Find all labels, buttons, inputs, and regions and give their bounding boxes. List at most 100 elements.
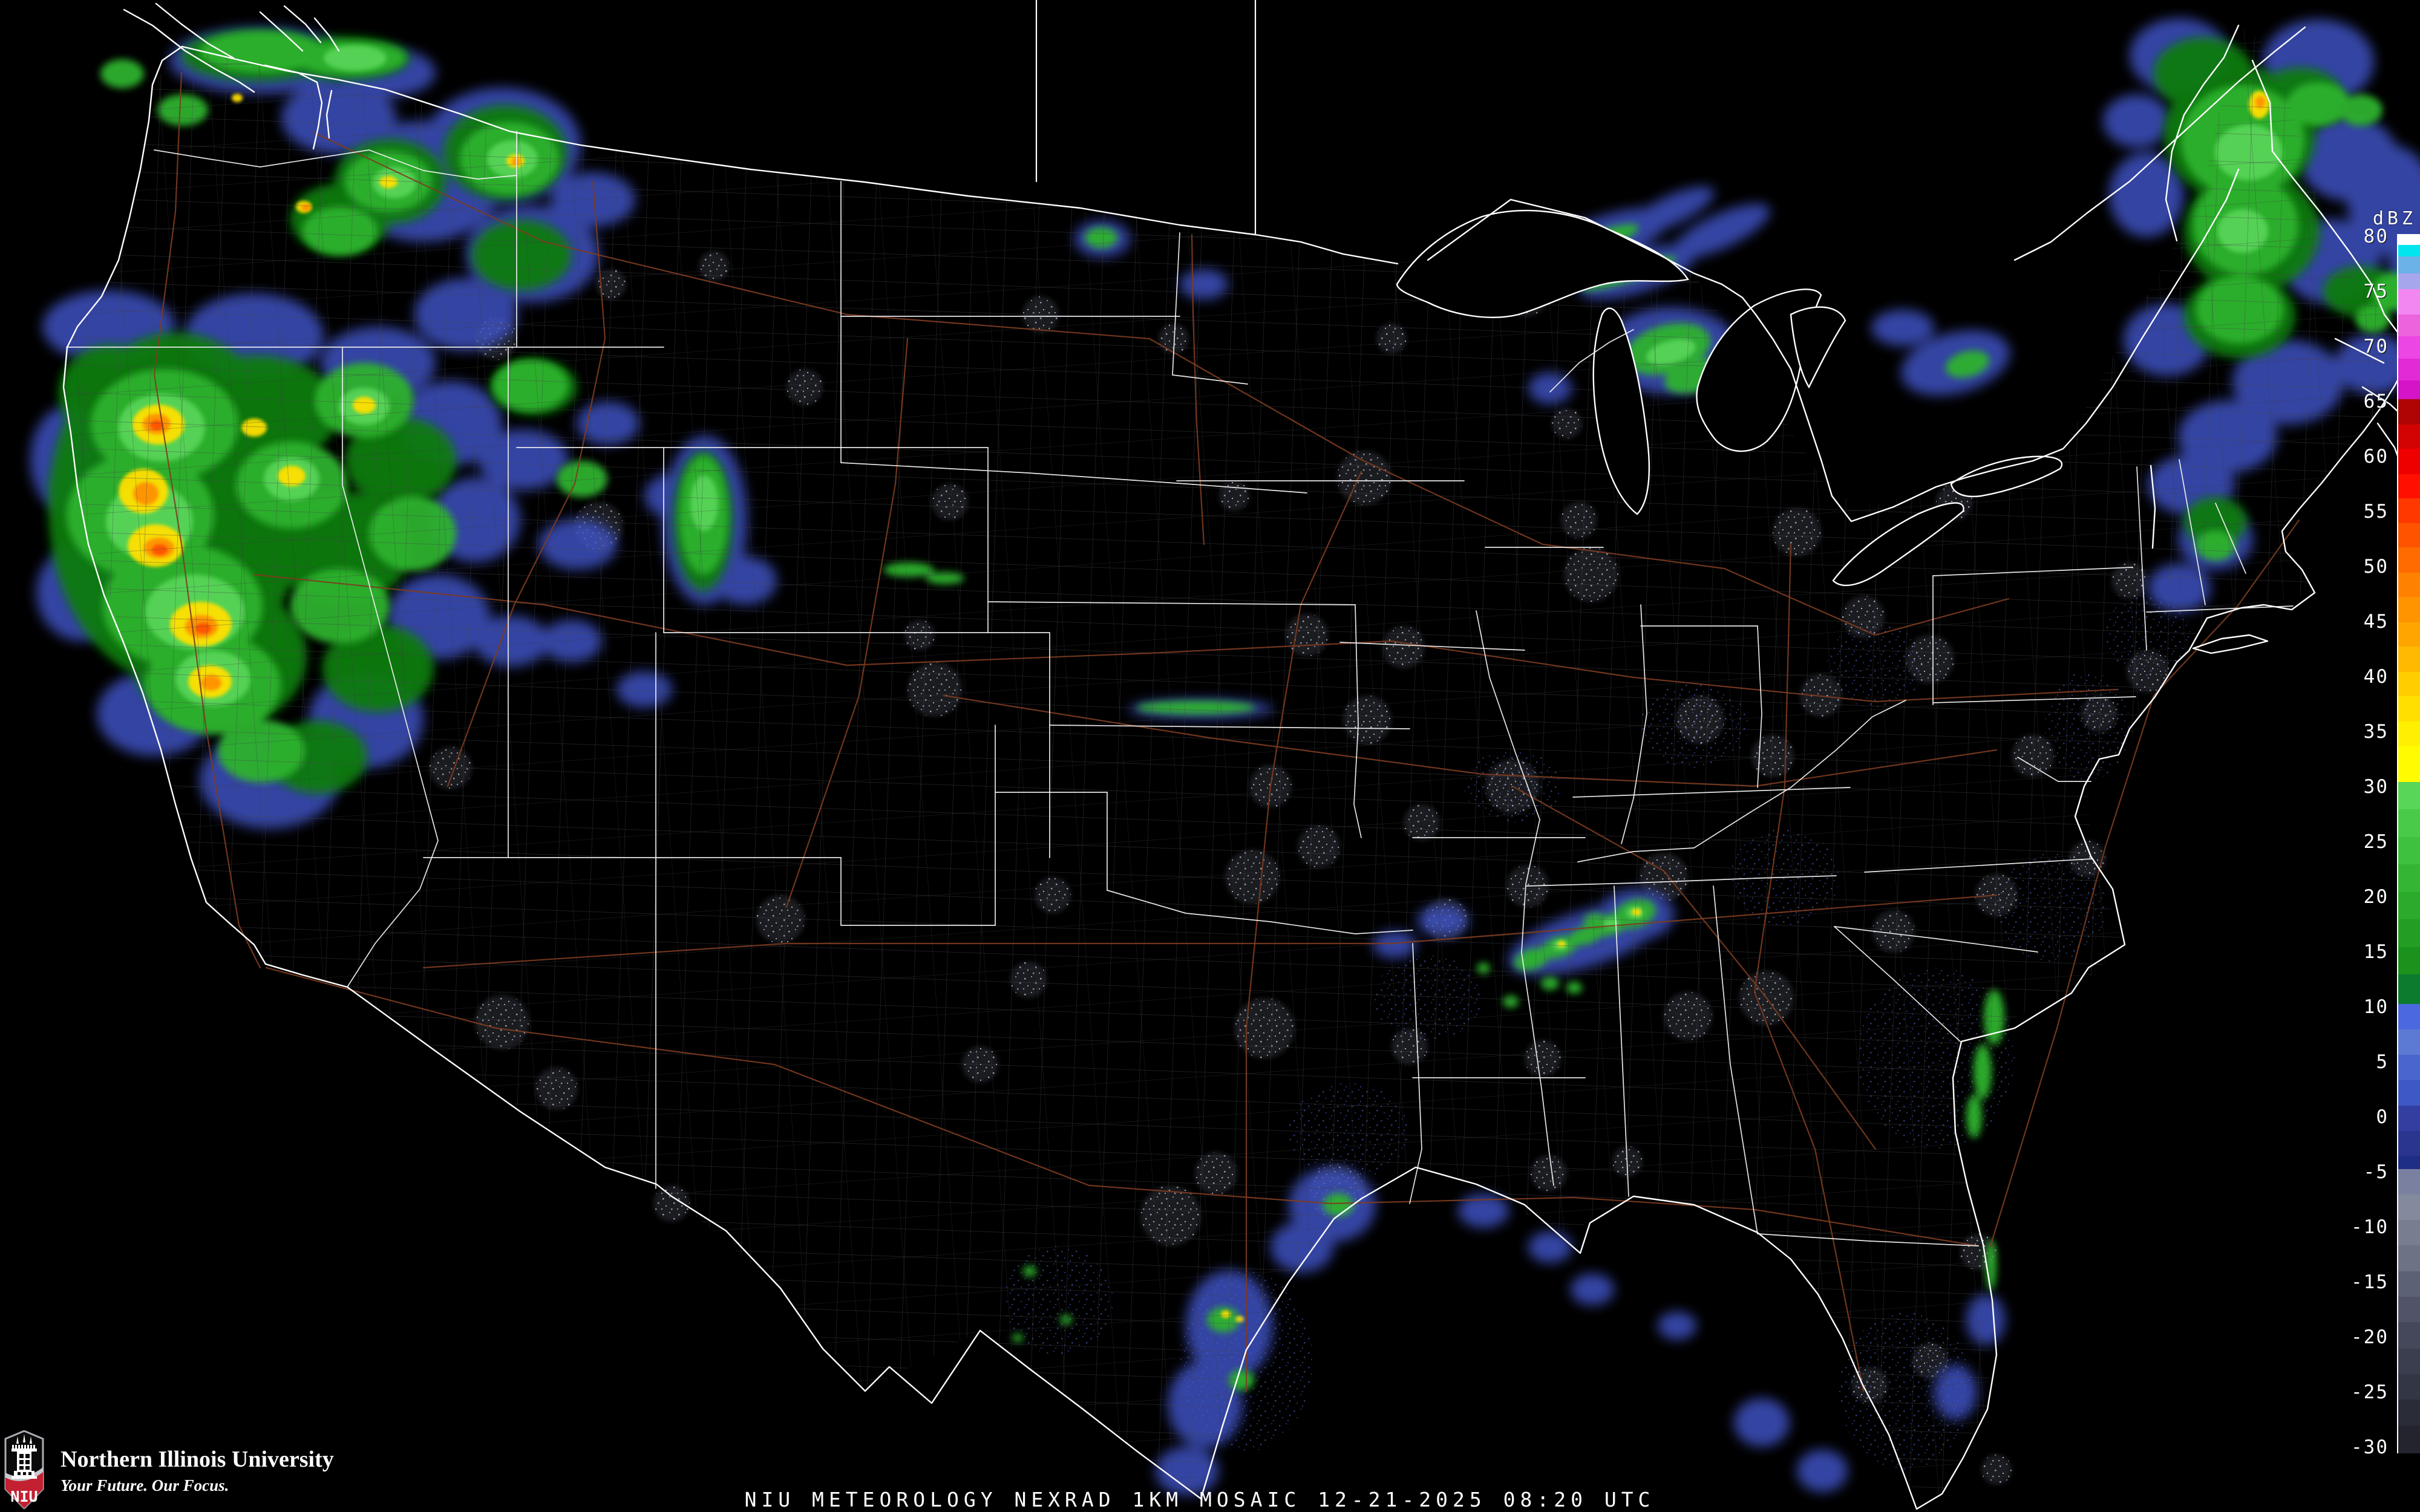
map-line bbox=[1549, 329, 1634, 393]
colorbar-tick-label: 60 bbox=[2363, 446, 2389, 468]
colorbar-tick-label: -15 bbox=[2351, 1271, 2389, 1293]
shield-red-field bbox=[5, 1471, 43, 1508]
colorbar-tick-label: 25 bbox=[2363, 831, 2389, 853]
colorbar-segment bbox=[2398, 597, 2420, 623]
echo-blob bbox=[1966, 1095, 1982, 1138]
clutter-speckle bbox=[1981, 1455, 2012, 1485]
map-line bbox=[1339, 642, 1525, 651]
lake bbox=[1950, 455, 2063, 498]
colorbar-segment bbox=[2398, 947, 2420, 975]
map-line bbox=[1525, 875, 1837, 887]
map-line bbox=[1409, 943, 1422, 1204]
map-line bbox=[259, 11, 304, 52]
colorbar-segment bbox=[2398, 314, 2420, 337]
map-line bbox=[1476, 610, 1554, 1186]
map-line bbox=[2192, 634, 2269, 654]
colorbar-segment bbox=[2398, 573, 2420, 598]
map-line bbox=[1932, 696, 2136, 703]
lake bbox=[1790, 306, 1846, 389]
state-borders bbox=[66, 131, 2294, 1246]
colorbar-segment bbox=[2398, 622, 2420, 647]
colorbar-segment bbox=[2398, 864, 2420, 892]
colorbar-tick-label: 15 bbox=[2363, 941, 2389, 963]
echo-blob bbox=[2339, 94, 2382, 126]
map-line bbox=[313, 132, 2010, 636]
colorbar-tick-label: 0 bbox=[2376, 1106, 2389, 1129]
colorbar-tick-label: 55 bbox=[2363, 501, 2389, 523]
colorbar-segment bbox=[2398, 836, 2420, 865]
colorbar-segment bbox=[2398, 1029, 2420, 1055]
map-line bbox=[2146, 605, 2294, 613]
colorbar-segment bbox=[2398, 647, 2420, 672]
map-line bbox=[253, 573, 2119, 703]
map-line bbox=[987, 601, 1356, 605]
colorbar-segment bbox=[2398, 273, 2420, 289]
colorbar-segment bbox=[2398, 498, 2420, 524]
colorbar-segment bbox=[2398, 1004, 2420, 1030]
echo-blob bbox=[1571, 1274, 1614, 1305]
echo-blob bbox=[1797, 1450, 1848, 1492]
colorbar-tick-label: -5 bbox=[2363, 1161, 2389, 1184]
colorbar-segment bbox=[2398, 448, 2420, 474]
map-line bbox=[1932, 567, 2133, 576]
colorbar-unit-label: dBZ bbox=[2372, 208, 2416, 229]
echo-blob bbox=[100, 59, 144, 88]
map-line bbox=[342, 347, 439, 988]
colorbar-segment bbox=[2398, 424, 2420, 449]
echo-blob bbox=[1871, 310, 1934, 346]
map-line bbox=[1191, 233, 1205, 546]
colorbar-segment bbox=[2398, 474, 2420, 498]
map-line bbox=[153, 71, 261, 969]
map-line bbox=[1713, 885, 1758, 1234]
echo-blob bbox=[1945, 350, 1990, 378]
product-caption: NIU METEOROLOGY NEXRAD 1KM MOSAIC 12-21-… bbox=[744, 1488, 1655, 1511]
colorbar-segment bbox=[2398, 288, 2420, 314]
map-line bbox=[1049, 725, 1410, 729]
map-line bbox=[1753, 543, 1865, 1392]
province-borders bbox=[1035, 0, 1257, 236]
map-line bbox=[1245, 471, 1362, 1392]
colorbar-tick-label: 80 bbox=[2363, 226, 2389, 248]
map-line bbox=[1572, 787, 1851, 798]
echo-blob bbox=[1734, 1398, 1790, 1447]
colorbar-segment bbox=[2398, 245, 2420, 257]
lake bbox=[1592, 307, 1650, 515]
map-line bbox=[840, 462, 1307, 494]
map-line bbox=[1757, 1233, 1979, 1246]
colorbar-segment bbox=[2398, 1245, 2420, 1272]
colorbar-segment bbox=[2398, 1219, 2420, 1245]
colorbar-tick-label: 30 bbox=[2363, 776, 2389, 798]
colorbar-segment bbox=[2398, 399, 2420, 425]
colorbar-segment bbox=[2398, 1374, 2420, 1400]
map-line bbox=[155, 2, 235, 59]
reflectivity-colorbar bbox=[2397, 234, 2420, 1453]
map-line bbox=[1427, 168, 2240, 523]
echo-blob bbox=[1658, 1312, 1696, 1340]
colorbar-segment bbox=[2398, 1348, 2420, 1374]
colorbar-segment bbox=[2398, 1080, 2420, 1106]
colorbar-segment bbox=[2398, 358, 2420, 380]
colorbar-segment bbox=[2398, 336, 2420, 359]
map-line bbox=[785, 337, 909, 908]
map-line bbox=[265, 966, 1980, 1247]
colorbar-segment bbox=[2398, 696, 2420, 722]
map-line bbox=[1915, 341, 2416, 1510]
colorbar-segment bbox=[2398, 523, 2420, 548]
map-line bbox=[1614, 885, 1629, 1197]
colorbar-segment bbox=[2398, 1426, 2420, 1453]
colorbar-tick-label: 20 bbox=[2363, 886, 2389, 908]
colorbar-tick-label: -30 bbox=[2351, 1436, 2389, 1458]
colorbar-segment bbox=[2398, 1271, 2420, 1297]
map-line bbox=[2136, 466, 2147, 651]
colorbar-tick-label: 5 bbox=[2376, 1051, 2389, 1074]
map-line bbox=[943, 694, 1998, 787]
colorbar-segment bbox=[2398, 891, 2420, 920]
colorbar-tick-label: 45 bbox=[2363, 611, 2389, 633]
map-line bbox=[2165, 24, 2240, 242]
colorbar-segment bbox=[2398, 974, 2420, 1005]
map-line bbox=[1107, 890, 1413, 934]
colorbar-segment bbox=[2398, 721, 2420, 746]
echo-blob bbox=[2347, 145, 2420, 256]
map-line bbox=[1577, 700, 1906, 862]
colorbar-segment bbox=[2398, 1194, 2420, 1220]
